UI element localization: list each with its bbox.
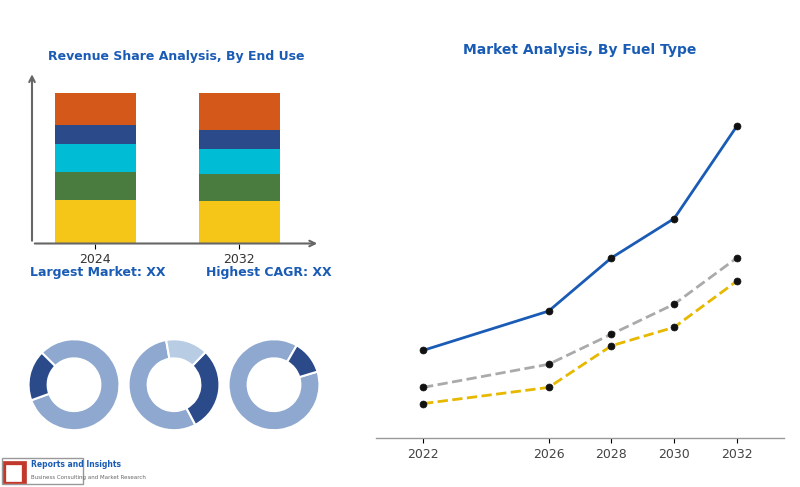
Text: Reports and Insights: Reports and Insights bbox=[31, 460, 122, 468]
Bar bbox=[55, 145, 136, 172]
Text: INDIA POWER RENTAL MARKET SEGMENT ANALYSIS: INDIA POWER RENTAL MARKET SEGMENT ANALYS… bbox=[10, 20, 434, 36]
Wedge shape bbox=[186, 352, 219, 425]
Wedge shape bbox=[29, 353, 55, 400]
Text: Business Consulting and Market Research: Business Consulting and Market Research bbox=[31, 475, 146, 480]
Bar bbox=[55, 125, 136, 145]
FancyBboxPatch shape bbox=[2, 458, 83, 485]
Wedge shape bbox=[129, 340, 195, 430]
Bar bbox=[199, 174, 280, 201]
FancyBboxPatch shape bbox=[6, 465, 22, 481]
Title: Market Analysis, By Fuel Type: Market Analysis, By Fuel Type bbox=[463, 43, 697, 57]
Wedge shape bbox=[229, 339, 319, 430]
Bar bbox=[199, 130, 280, 150]
Wedge shape bbox=[31, 339, 119, 430]
Bar bbox=[55, 172, 136, 200]
Wedge shape bbox=[287, 345, 318, 377]
Wedge shape bbox=[166, 339, 206, 366]
Title: Revenue Share Analysis, By End Use: Revenue Share Analysis, By End Use bbox=[48, 50, 304, 63]
Bar bbox=[55, 93, 136, 125]
Text: Highest CAGR: XX: Highest CAGR: XX bbox=[206, 266, 332, 279]
Bar bbox=[55, 200, 136, 244]
Bar bbox=[199, 201, 280, 244]
Bar bbox=[199, 93, 280, 130]
Bar bbox=[199, 150, 280, 174]
FancyBboxPatch shape bbox=[3, 461, 26, 483]
Text: Largest Market: XX: Largest Market: XX bbox=[30, 266, 166, 279]
